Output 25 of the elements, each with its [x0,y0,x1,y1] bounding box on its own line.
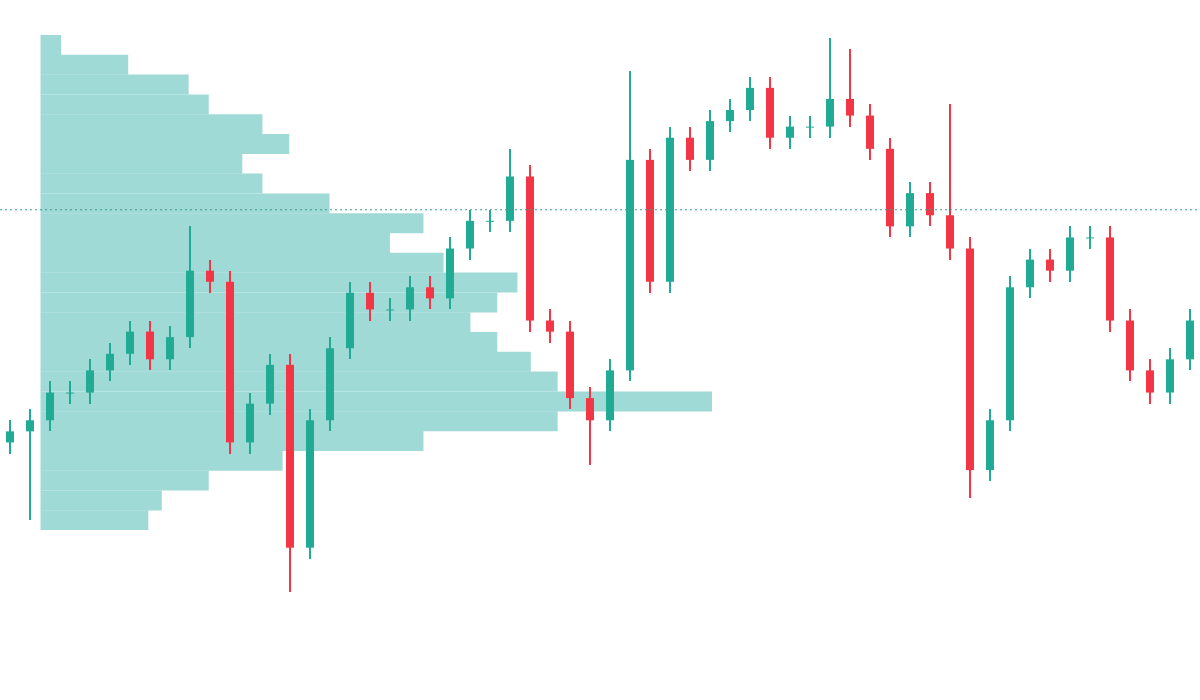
candlestick [586,386,594,466]
candlestick [386,297,394,322]
candlestick [686,125,694,172]
candlestick [426,275,434,311]
candlestick [406,275,414,322]
candlestick [206,258,214,294]
candlestick [86,358,94,405]
candlestick [846,48,854,128]
candlestick [726,97,734,134]
candlestick [546,308,554,344]
candlestick [1086,225,1094,250]
candlestick [1146,358,1154,405]
candlestick [166,325,174,372]
candlestick [6,419,14,455]
candlestick [1046,247,1054,283]
candlestick [806,114,814,139]
candlestick [786,114,794,150]
candlestick [106,341,114,383]
candlestick [126,319,134,366]
candlestick [486,208,494,233]
candlestick [66,380,74,405]
candlestick [926,181,934,228]
candlestick [746,75,754,123]
candlestick [26,408,34,521]
candlestick [366,280,374,322]
